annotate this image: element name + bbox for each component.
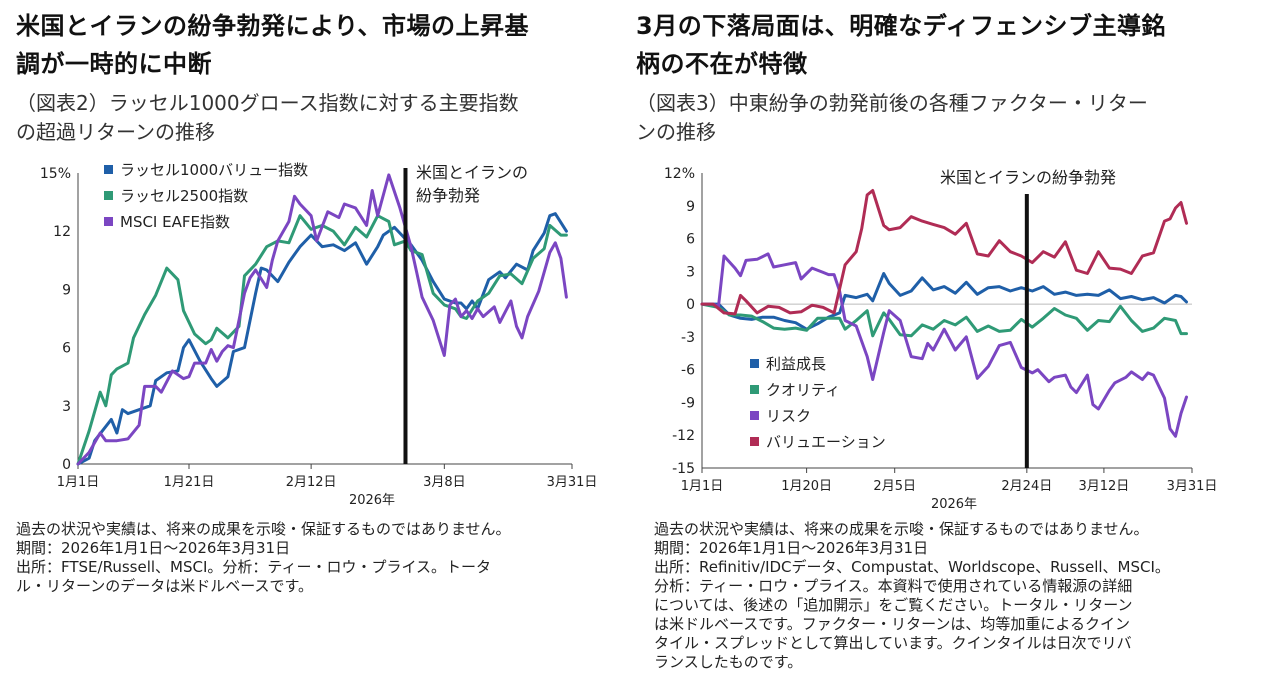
x-tick-label: 3月31日 [1167,479,1218,494]
y-tick-label: 3 [62,399,71,415]
y-tick-label: -9 [681,395,695,411]
left-headline-line-1: 米国とイランの紛争勃発により、市場の上昇基 [16,12,530,40]
right-footnote-line-3: 出所：Refinitiv/IDCデータ、Compustat、Worldscope… [654,558,1170,576]
y-tick-label: 12 [53,224,71,240]
left-headline: 米国とイランの紛争勃発により、市場の上昇基 調が一時的に中断 [16,7,529,83]
x-tick-label: 1月1日 [681,479,724,494]
y-tick-label: 9 [686,199,695,215]
series-line [700,252,1188,438]
x-tick-label: 1月20日 [781,479,832,494]
right-footnote-line-5: については、後述の「追加開示」をご覧ください。トータル・リターン [654,596,1133,614]
left-chart: 0 3 6 9 12 15% 1月1日 1月21日 2月12日 3月8日 3月31日 2026年 米国と… [40,161,598,508]
y-tick-label: 12% [664,166,695,182]
right-subtitle-line-1: （図表3）中東紛争の勃発前後の各種ファクター・リター [636,91,1148,115]
legend-swatch [750,411,759,420]
legend-label: ラッセル1000バリュー指数 [120,161,308,179]
y-tick-label: 0 [62,457,71,473]
y-tick-label: 3 [686,264,695,280]
right-footnote-line-2: 期間：2026年1月1日～2026年3月31日 [654,539,929,557]
right-headline-line-2: 柄の不在が特徴 [636,50,808,78]
left-footnote-line-2: 期間：2026年1月1日～2026年3月31日 [16,539,291,557]
event-label: 紛争勃発 [416,186,480,205]
y-tick-label: 0 [686,297,695,313]
series-line [76,212,568,466]
legend-label: リスク [766,407,811,425]
series-line [700,272,1188,331]
legend-label: ラッセル2500指数 [120,187,248,205]
legend-swatch [104,217,113,226]
left-footnote: 過去の状況や実績は、将来の成果を示唆・保証するものではありません。 期間：202… [16,520,511,596]
x-year-label: 2026年 [349,493,395,508]
x-tick-label: 3月12日 [1078,479,1129,494]
left-headline-line-2: 調が一時的に中断 [16,50,212,78]
series-line [700,302,1188,338]
y-tick-label: 15% [40,166,71,182]
right-footnote-line-8: ランスしたものです。 [654,653,803,671]
x-tick-label: 3月31日 [547,475,598,490]
left-subtitle-line-2: の超過リターンの推移 [16,120,215,144]
right-footnote: 過去の状況や実績は、将来の成果を示唆・保証するものではありません。 期間：202… [654,520,1170,672]
series-line [700,189,1188,316]
right-chart: -15 -12 -9 -6 -3 0 3 6 9 12% 1月1日 1月20日 2月5日 2月24日 3月1… [664,166,1218,512]
event-label: 米国とイランの紛争勃発 [940,168,1116,187]
right-subtitle: （図表3）中東紛争の勃発前後の各種ファクター・リター ンの推移 [636,89,1148,147]
x-year-label: 2026年 [931,497,977,512]
legend-swatch [750,437,759,446]
right-headline: 3月の下落局面は、明確なディフェンシブ主導銘 柄の不在が特徴 [636,7,1166,83]
left-subtitle-line-1: （図表2）ラッセル1000グロース指数に対する主要指数 [16,91,519,115]
x-tick-label: 3月8日 [423,475,466,490]
left-footnote-line-4: ル・リターンのデータは米ドルベースです。 [16,577,314,595]
legend-swatch [104,191,113,200]
y-tick-label: -6 [681,363,695,379]
x-tick-label: 2月5日 [873,479,916,494]
x-tick-label: 1月1日 [57,475,100,490]
legend-label: バリュエーション [766,433,886,451]
right-footnote-line-1: 過去の状況や実績は、将来の成果を示唆・保証するものではありません。 [654,520,1149,538]
right-footnote-line-7: タイル・スプレッドとして算出しています。クインタイルは日次でリバ [654,634,1132,652]
right-panel: 3月の下落局面は、明確なディフェンシブ主導銘 柄の不在が特徴 （図表3）中東紛争… [632,0,1280,694]
series-line [76,214,568,466]
y-tick-label: 6 [62,341,71,357]
x-tick-label: 2月12日 [286,475,337,490]
event-label: 米国とイランの [416,163,528,182]
legend-swatch [750,385,759,394]
legend-label: 利益成長 [766,355,826,373]
right-footnote-line-4: 分析：ティー・ロウ・プライス。本資料で使用されている情報源の詳細 [654,577,1133,595]
left-subtitle: （図表2）ラッセル1000グロース指数に対する主要指数 の超過リターンの推移 [16,89,519,147]
legend-swatch [750,359,759,368]
left-footnote-line-3: 出所：FTSE/Russell、MSCI。分析：ティー・ロウ・プライス。トータ [16,558,492,576]
y-tick-label: -12 [672,428,695,444]
x-tick-label: 1月21日 [164,475,215,490]
y-tick-label: 9 [62,282,71,298]
right-subtitle-line-2: ンの推移 [636,120,716,144]
y-tick-label: -15 [672,461,695,477]
right-headline-line-1: 3月の下落局面は、明確なディフェンシブ主導銘 [636,12,1167,40]
series-line [76,173,568,466]
left-footnote-line-1: 過去の状況や実績は、将来の成果を示唆・保証するものではありません。 [16,520,511,538]
y-tick-label: 6 [686,232,695,248]
right-footnote-line-6: は米ドルベースです。ファクター・リターンは、均等加重によるクイン [654,615,1130,633]
legend-label: クオリティ [766,381,840,399]
y-tick-label: -3 [681,330,695,346]
left-panel: 米国とイランの紛争勃発により、市場の上昇基 調が一時的に中断 （図表2）ラッセル… [0,0,630,694]
x-tick-label: 2月24日 [1001,479,1052,494]
legend-swatch [104,165,113,174]
legend-label: MSCI EAFE指数 [120,213,230,231]
